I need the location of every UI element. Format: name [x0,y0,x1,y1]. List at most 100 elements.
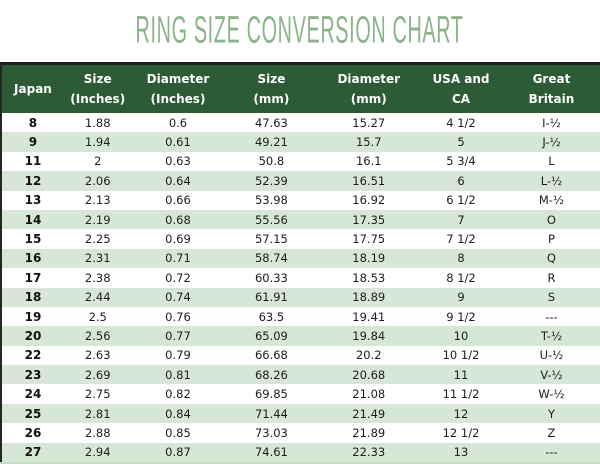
cell-usa-ca: 11 [453,367,469,382]
cell-diameter-mm: 17.75 [352,232,386,247]
cell-japan: 18 [24,290,42,305]
cell-japan: 22 [24,348,42,363]
cell-diameter-inches: 0.84 [165,406,191,421]
cell-japan: 14 [24,212,42,227]
cell-great-britain: R [547,270,556,285]
cell-diameter-mm: 18.19 [352,251,386,266]
cell-usa-ca: 12 1/2 [442,425,480,440]
cell-japan: 23 [24,367,42,382]
cell-usa-ca: 10 [453,328,469,343]
cell-size-mm: 47.63 [254,115,288,130]
cell-size-inches: 2.5 [88,309,107,324]
cell-usa-ca: 10 1/2 [442,348,480,363]
cell-great-britain: T-½ [540,328,563,343]
cell-size-inches: 2.75 [84,387,111,402]
cell-japan: 11 [24,154,42,169]
cell-usa-ca: 7 1/2 [446,232,476,247]
cell-diameter-mm: 21.49 [352,406,386,421]
cell-usa-ca: 6 [457,173,465,188]
column-header-size-mm: Size (mm) [224,63,319,113]
cell-size-mm: 53.98 [254,193,288,208]
table-row: 16 2.31 0.71 58.74 18.19 8 Q [1,248,600,269]
cell-size-inches: 2.44 [84,290,111,305]
cell-great-britain: W-½ [538,387,565,402]
cell-size-mm: 49.21 [254,135,288,150]
table-row: 22 2.63 0.79 66.68 20.2 10 1/2 U-½ [1,345,600,366]
cell-japan: 19 [24,309,42,324]
cell-size-inches: 2.56 [84,328,111,343]
cell-great-britain: J-½ [542,135,561,150]
cell-diameter-inches: 0.63 [165,154,191,169]
cell-japan: 13 [24,193,42,208]
cell-size-mm: 61.91 [254,290,288,305]
cell-diameter-inches: 0.82 [165,387,191,402]
cell-great-britain: L [548,154,555,169]
cell-great-britain: --- [545,445,558,460]
cell-diameter-mm: 22.33 [352,445,386,460]
table-row: 13 2.13 0.66 53.98 16.92 6 1/2 M-½ [1,190,600,210]
column-header-diameter-inches: Diameter (Inches) [131,63,225,113]
table-row: 9 1.94 0.61 49.21 15.7 5 J-½ [1,132,600,152]
cell-great-britain: O [546,212,556,227]
cell-diameter-inches: 0.79 [165,348,191,363]
cell-japan: 8 [28,115,38,130]
cell-usa-ca: 4 1/2 [446,115,476,130]
cell-diameter-inches: 0.76 [165,309,191,324]
cell-great-britain: U-½ [539,348,564,363]
cell-size-mm: 58.74 [254,251,288,266]
table-row: 23 2.69 0.81 68.26 20.68 11 V-½ [1,365,600,385]
cell-usa-ca: 12 [453,406,469,421]
cell-diameter-mm: 16.92 [352,193,386,208]
cell-size-mm: 68.26 [254,367,288,382]
cell-great-britain: S [547,290,556,305]
ring-size-conversion-table: Japan Size (Inches) Diameter (Inches) Size (mm… [0,62,600,464]
cell-size-inches: 2.06 [84,173,111,188]
cell-japan: 15 [24,232,42,247]
cell-size-mm: 50.8 [258,154,285,169]
cell-diameter-mm: 18.53 [352,270,386,285]
cell-usa-ca: 13 [453,445,469,460]
cell-japan: 26 [24,425,42,440]
page-title: RING SIZE CONVERSION CHART [0,0,600,62]
cell-japan: 16 [24,251,42,266]
cell-diameter-mm: 19.84 [352,328,386,343]
cell-diameter-mm: 21.89 [352,425,386,440]
table-row: 25 2.81 0.84 71.44 21.49 12 Y [1,403,600,424]
cell-diameter-mm: 15.7 [355,135,382,150]
cell-size-inches: 2.63 [84,348,111,363]
cell-usa-ca: 5 3/4 [446,154,476,169]
cell-size-mm: 71.44 [254,406,288,421]
cell-size-mm: 52.39 [254,173,288,188]
cell-diameter-inches: 0.68 [165,212,191,227]
cell-size-mm: 66.68 [254,348,288,363]
table-row: 20 2.56 0.77 65.09 19.84 10 T-½ [1,326,600,346]
cell-diameter-mm: 16.1 [355,154,382,169]
table-row: 14 2.19 0.68 55.56 17.35 7 O [1,209,600,230]
cell-great-britain: M-½ [538,193,565,208]
table-row: 18 2.44 0.74 61.91 18.89 9 S [1,287,600,307]
table-row: 11 2 0.63 50.8 16.1 5 3/4 L [1,151,600,172]
cell-diameter-mm: 15.27 [352,115,386,130]
cell-size-mm: 74.61 [254,445,288,460]
cell-diameter-inches: 0.61 [165,135,191,150]
cell-great-britain: V-½ [540,367,563,382]
table-row: 17 2.38 0.72 60.33 18.53 8 1/2 R [1,268,600,288]
cell-japan: 20 [24,328,42,343]
cell-japan: 17 [24,270,42,285]
cell-usa-ca: 6 1/2 [446,193,476,208]
cell-size-inches: 2.25 [84,232,111,247]
cell-great-britain: Y [547,406,555,421]
table-row: 8 1.88 0.6 47.63 15.27 4 1/2 I-½ [1,113,600,133]
cell-size-inches: 2.94 [84,445,111,460]
cell-usa-ca: 5 [457,135,465,150]
page-title-text: RING SIZE CONVERSION CHART [135,9,465,52]
table-row: 15 2.25 0.69 57.15 17.75 7 1/2 P [1,229,600,249]
cell-size-mm: 57.15 [254,232,288,247]
cell-diameter-mm: 21.08 [352,387,386,402]
cell-size-inches: 2.31 [84,251,111,266]
cell-great-britain: P [547,232,555,247]
cell-diameter-mm: 19.41 [352,309,386,324]
cell-japan: 12 [24,173,42,188]
table-row: 26 2.88 0.85 73.03 21.89 12 1/2 Z [1,423,600,443]
cell-size-inches: 2.19 [84,212,111,227]
